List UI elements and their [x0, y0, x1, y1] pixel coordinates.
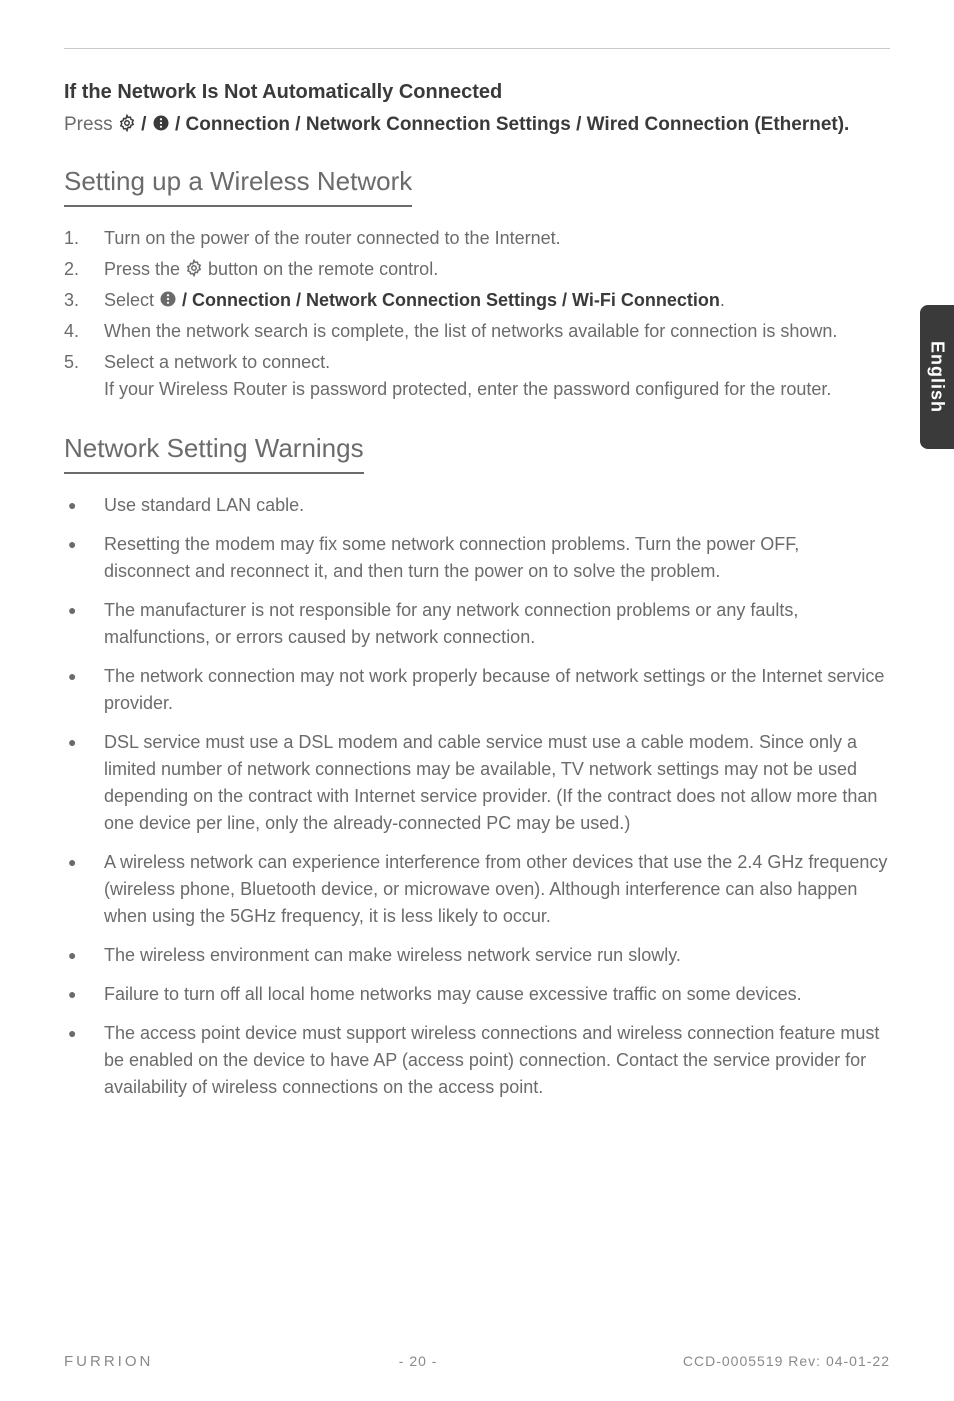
list-item: Turn on the power of the router connecte…: [64, 225, 890, 252]
heading-not-auto-connected: If the Network Is Not Automatically Conn…: [64, 77, 890, 107]
list-item: A wireless network can experience interf…: [64, 849, 890, 930]
footer-doc-rev: CCD-0005519 Rev: 04-01-22: [683, 1351, 890, 1372]
warning-7: The wireless environment can make wirele…: [104, 945, 681, 965]
footer-page-number: - 20 -: [153, 1351, 683, 1372]
more-icon: [159, 290, 177, 308]
warning-1: Use standard LAN cable.: [104, 495, 304, 515]
list-item: DSL service must use a DSL modem and cab…: [64, 729, 890, 837]
list-item: When the network search is complete, the…: [64, 318, 890, 345]
warning-8: Failure to turn off all local home netwo…: [104, 984, 802, 1004]
warning-4: The network connection may not work prop…: [104, 666, 884, 713]
step-3a: Select: [104, 290, 159, 310]
section-title-wireless: Setting up a Wireless Network: [64, 162, 412, 207]
step-2a: Press the: [104, 259, 185, 279]
step-1-text: Turn on the power of the router connecte…: [104, 228, 561, 248]
list-item: Press the button on the remote control.: [64, 256, 890, 283]
press-instruction: Press / / Connection / Network Connectio…: [64, 111, 890, 140]
language-tab: English: [920, 305, 954, 449]
list-item: The network connection may not work prop…: [64, 663, 890, 717]
section-wireless: Setting up a Wireless Network: [64, 162, 890, 225]
warning-6: A wireless network can experience interf…: [104, 852, 887, 926]
top-rule: [64, 48, 890, 49]
list-item: Select a network to connect. If your Wir…: [64, 349, 890, 403]
list-item: Failure to turn off all local home netwo…: [64, 981, 890, 1008]
section-warnings: Network Setting Warnings: [64, 429, 890, 492]
step-5a: Select a network to connect.: [104, 352, 330, 372]
warnings-list: Use standard LAN cable. Resetting the mo…: [64, 492, 890, 1101]
warning-2: Resetting the modem may fix some network…: [104, 534, 799, 581]
warning-3: The manufacturer is not responsible for …: [104, 600, 798, 647]
list-item: The wireless environment can make wirele…: [64, 942, 890, 969]
footer-brand: FURRION: [64, 1351, 153, 1374]
press-bold-rest: / Connection / Network Connection Settin…: [170, 114, 850, 135]
page-content: If the Network Is Not Automatically Conn…: [0, 0, 954, 1151]
list-item: Resetting the modem may fix some network…: [64, 531, 890, 585]
gear-icon: [118, 114, 136, 132]
list-item: The access point device must support wir…: [64, 1020, 890, 1101]
step-4-text: When the network search is complete, the…: [104, 321, 837, 341]
slash-1: /: [136, 114, 152, 135]
step-3b: / Connection / Network Connection Settin…: [177, 290, 720, 310]
list-item: Use standard LAN cable.: [64, 492, 890, 519]
step-3c: .: [720, 290, 725, 310]
list-item: Select / Connection / Network Connection…: [64, 287, 890, 314]
step-5b: If your Wireless Router is password prot…: [104, 379, 831, 399]
more-icon: [152, 114, 170, 132]
page-footer: FURRION - 20 - CCD-0005519 Rev: 04-01-22: [64, 1351, 890, 1374]
step-2b: button on the remote control.: [203, 259, 438, 279]
section-title-warnings: Network Setting Warnings: [64, 429, 364, 474]
list-item: The manufacturer is not responsible for …: [64, 597, 890, 651]
warning-5: DSL service must use a DSL modem and cab…: [104, 732, 877, 833]
gear-icon: [185, 259, 203, 277]
warning-9: The access point device must support wir…: [104, 1023, 879, 1097]
press-prefix: Press: [64, 114, 118, 135]
wireless-steps-list: Turn on the power of the router connecte…: [64, 225, 890, 403]
